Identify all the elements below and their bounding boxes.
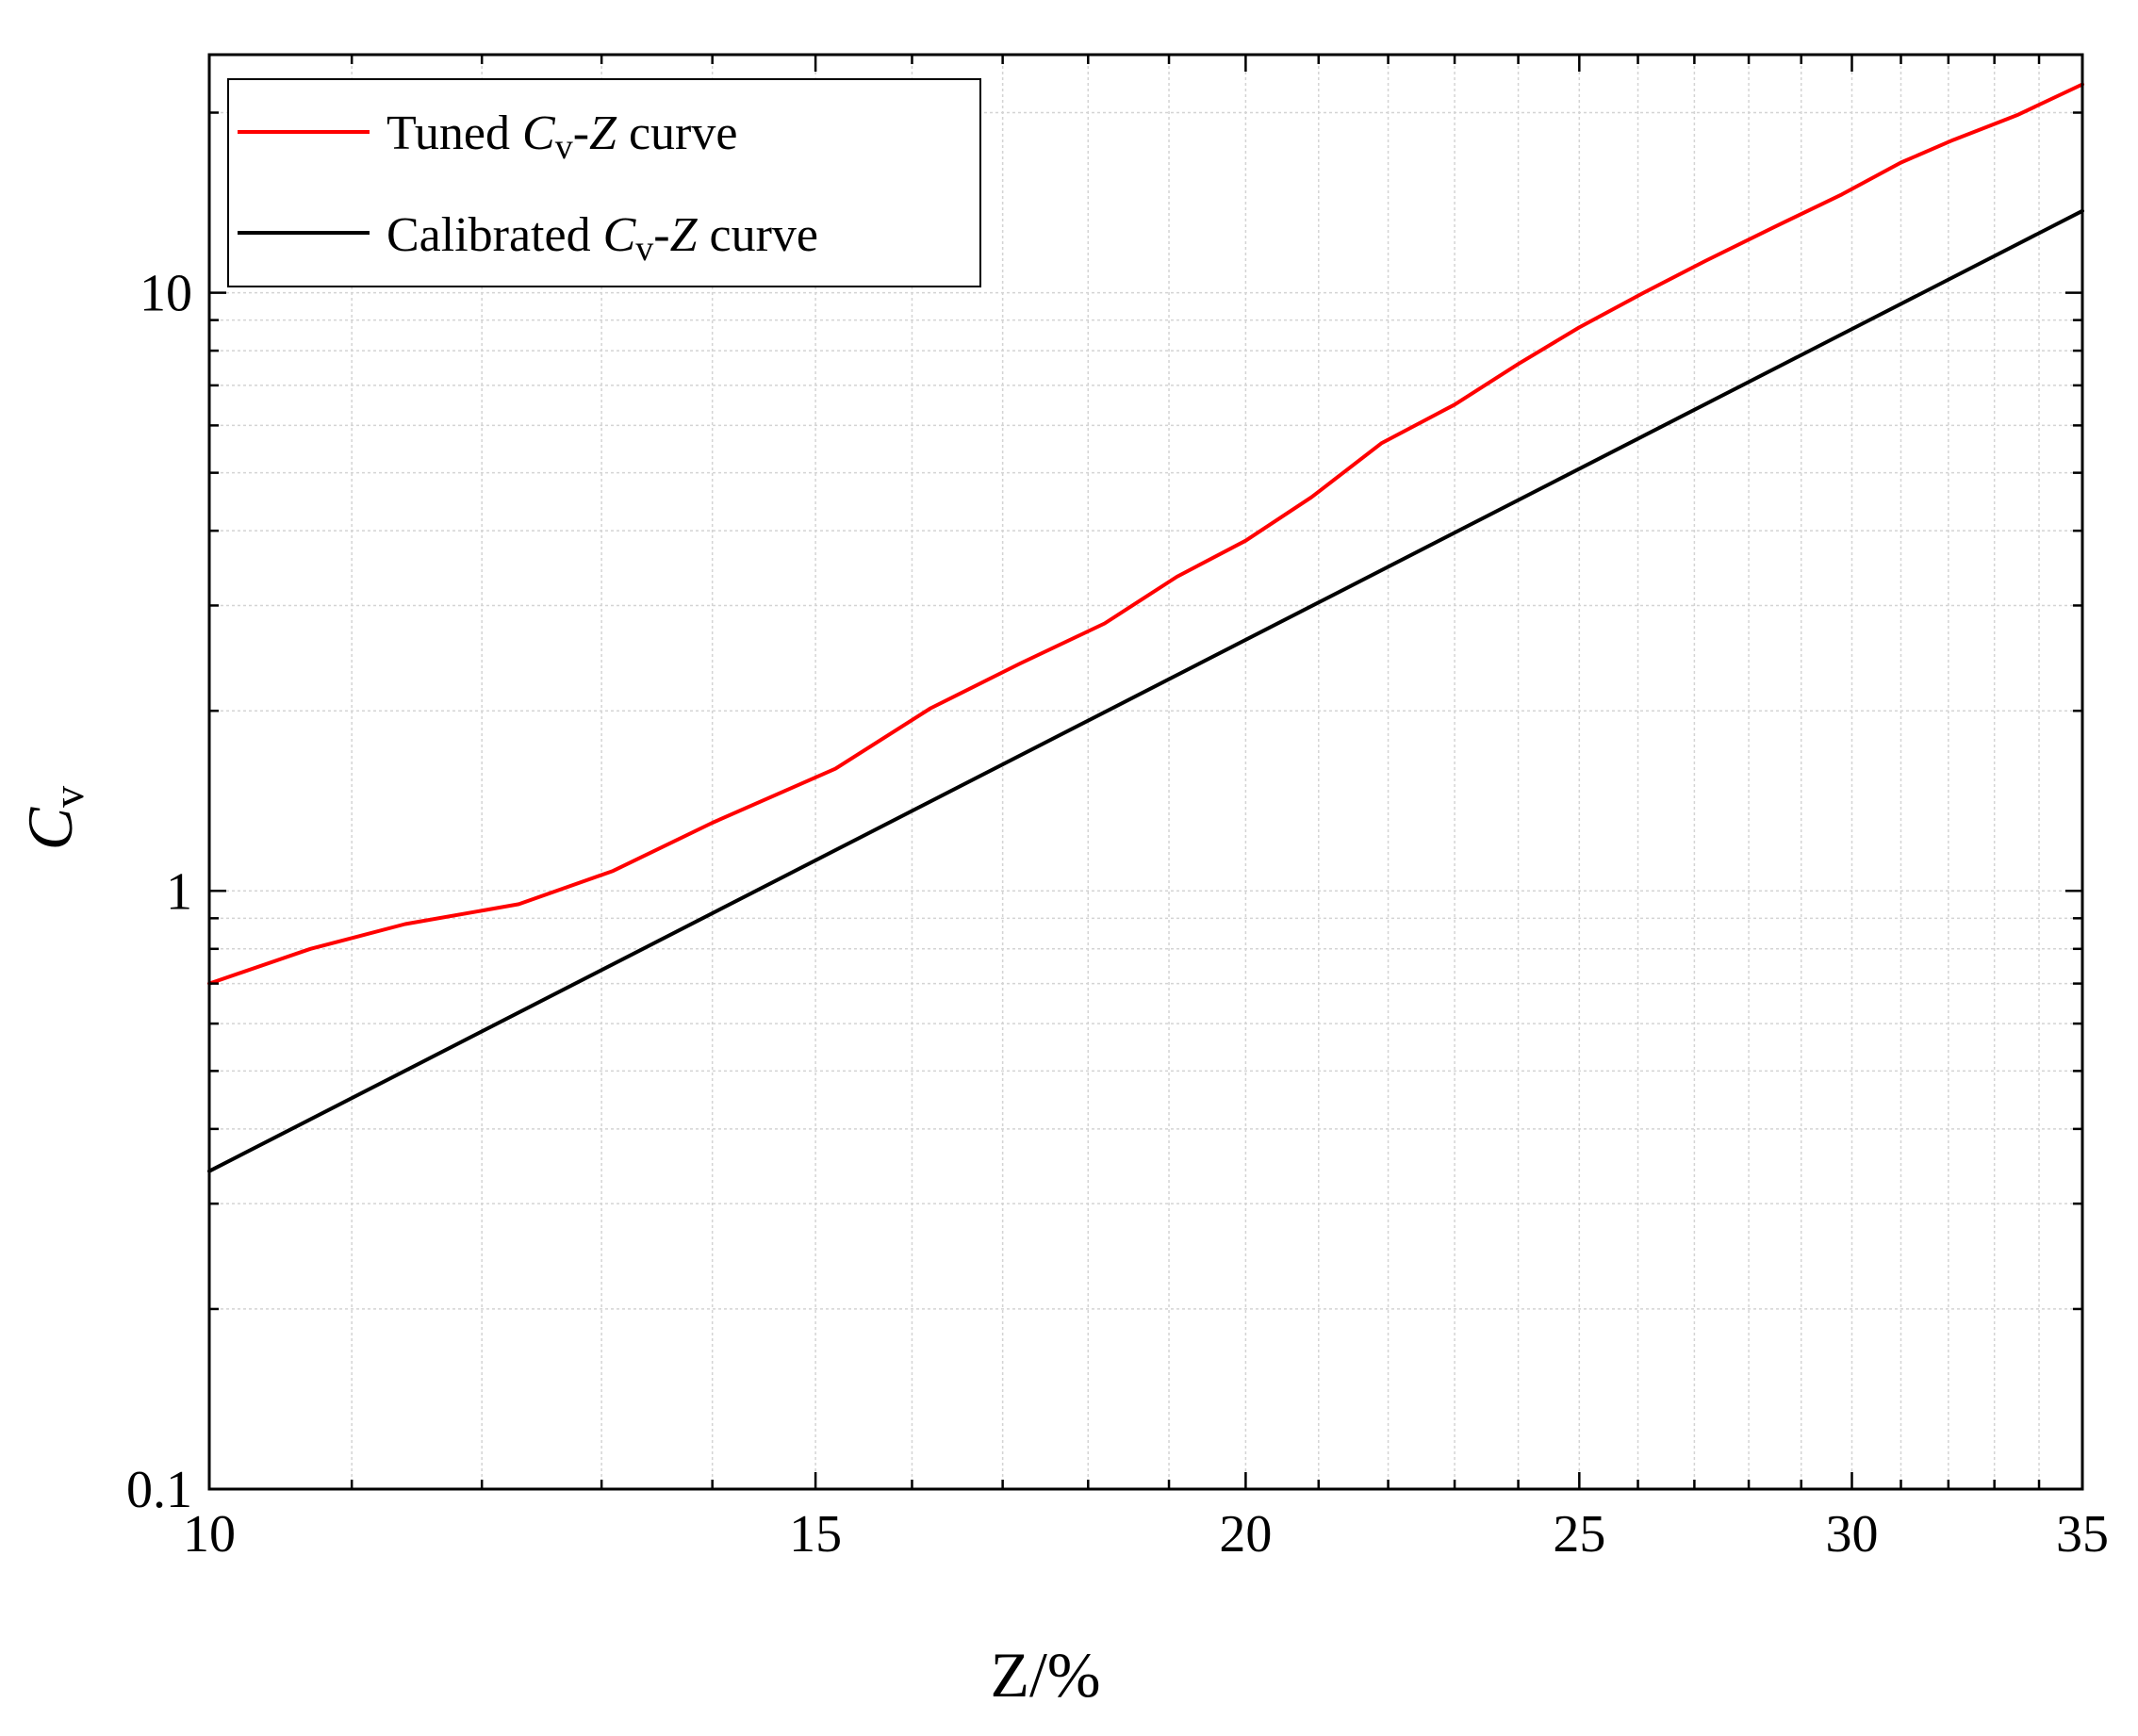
y-tick-label: 10 [140, 265, 192, 323]
x-tick-label: 15 [789, 1505, 842, 1564]
legend-label-calibrated: Calibrated Cv-Z curve [386, 208, 818, 269]
series-line-tuned [207, 82, 2084, 986]
x-tick-label: 10 [183, 1505, 236, 1564]
x-tick-label: 35 [2056, 1505, 2109, 1564]
series-layer [207, 82, 2084, 1173]
y-tick-label: 0.1 [126, 1461, 192, 1519]
axes [207, 53, 2084, 1491]
plot-frame [207, 53, 2084, 1491]
legend-box [227, 78, 981, 287]
tick-labels: 10 15 20 25 30 35 0.1 1 10 [126, 265, 2109, 1564]
y-tick-label: 1 [166, 862, 192, 921]
legend-label-tuned: Tuned Cv-Z curve [386, 106, 737, 167]
y-axis-title-main: C [14, 807, 86, 850]
series-line-calibrated [207, 208, 2084, 1173]
y-axis-title-sub: v [44, 786, 92, 808]
legend: Tuned Cv-Z curve Calibrated Cv-Z curve [227, 78, 981, 287]
x-tick-label: 20 [1219, 1505, 1272, 1564]
x-tick-label: 25 [1553, 1505, 1605, 1564]
x-tick-label: 30 [1826, 1505, 1879, 1564]
y-axis-title: Cv [14, 786, 92, 850]
x-axis-title: Z/% [990, 1639, 1100, 1711]
